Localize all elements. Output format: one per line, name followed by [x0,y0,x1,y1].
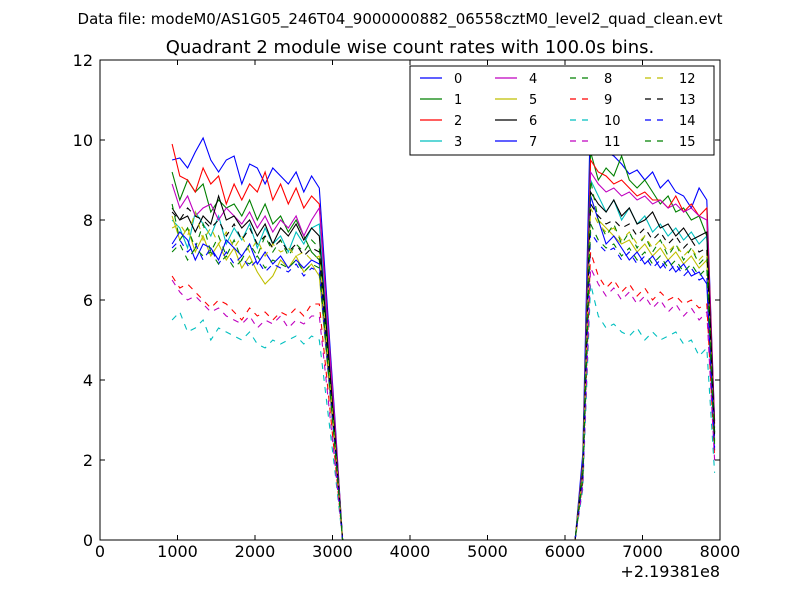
x-axis-ticks: 0 1000 2000 3000 4000 5000 6000 7000 8000 [95,60,740,561]
legend-label: 8 [604,72,612,87]
y-tick-label: 10 [73,131,93,150]
x-tick-label: 0 [95,542,105,561]
legend-label: 2 [454,114,462,129]
x-tick-label: 8000 [700,542,741,561]
y-tick-label: 6 [83,291,93,310]
x-offset-label: +2.19381e8 [620,562,720,581]
legend-label: 9 [604,93,612,108]
y-tick-label: 2 [83,451,93,470]
legend-label: 5 [529,93,537,108]
y-tick-label: 0 [83,531,93,550]
x-tick-label: 6000 [545,542,586,561]
series-layer [171,107,716,540]
series-line-11 [171,267,716,540]
y-tick-label: 4 [83,371,93,390]
y-tick-label: 12 [73,51,93,70]
series-line-9 [171,251,716,540]
x-tick-label: 1000 [157,542,198,561]
chart-title: Quadrant 2 module wise count rates with … [166,37,655,58]
legend-label: 14 [679,114,696,129]
legend-frame [409,65,715,156]
x-tick-label: 4000 [390,542,431,561]
series-line-14 [171,230,716,540]
legend-label: 12 [679,72,696,87]
legend-label: 7 [529,135,537,150]
legend-label: 15 [679,135,696,150]
suptitle: Data file: modeM0/AS1G05_246T04_90000008… [78,10,723,29]
legend-label: 13 [679,93,696,108]
series-line-15 [171,223,716,540]
y-tick-label: 8 [83,211,93,230]
legend-label: 10 [604,114,621,129]
x-tick-label: 3000 [312,542,353,561]
x-tick-label: 5000 [467,542,508,561]
legend-label: 6 [529,114,537,129]
series-line-8 [171,179,716,540]
x-tick-label: 7000 [622,542,663,561]
legend-label: 11 [604,135,621,150]
series-line-10 [171,283,716,540]
x-tick-label: 2000 [235,542,276,561]
legend-label: 0 [454,72,462,87]
legend-label: 4 [529,72,537,87]
legend-label: 3 [454,135,462,150]
series-line-13 [171,202,716,540]
legend-label: 1 [454,93,462,108]
